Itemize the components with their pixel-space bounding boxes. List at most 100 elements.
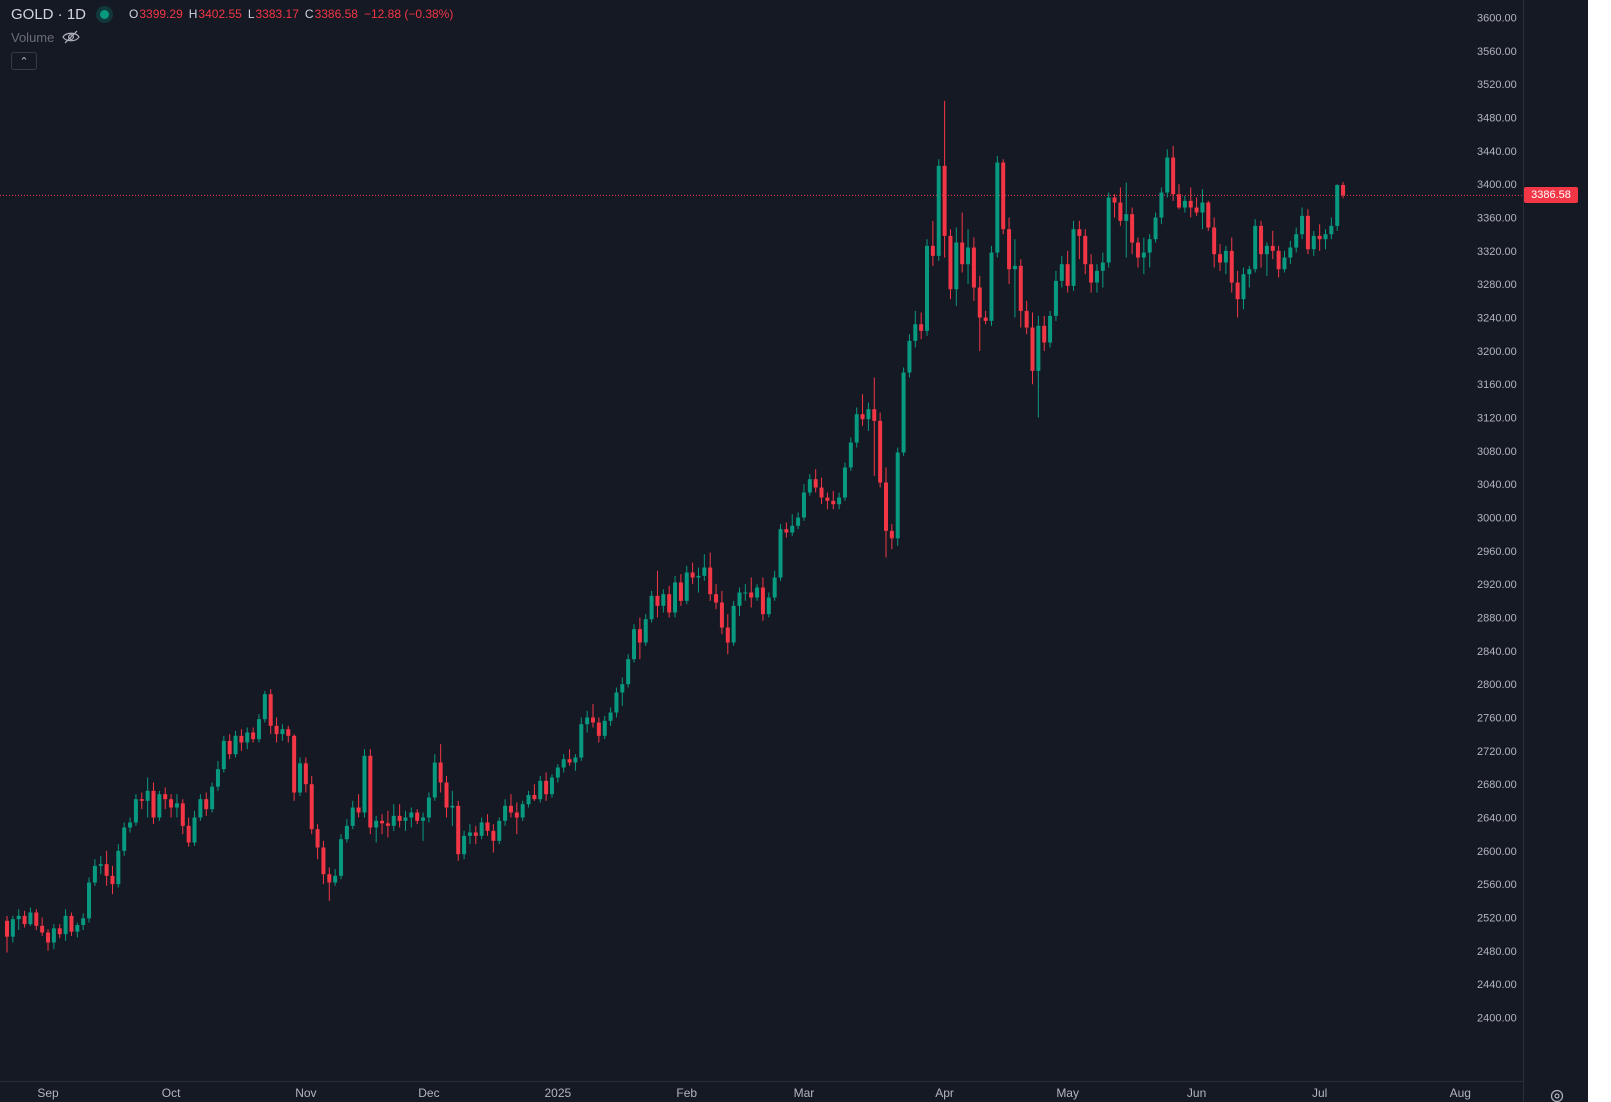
candle-body <box>186 825 191 843</box>
candle <box>303 757 308 793</box>
candle <box>690 562 695 585</box>
candle <box>10 915 15 943</box>
candle-body <box>145 790 150 801</box>
candle-body <box>1030 327 1035 371</box>
candle <box>848 437 853 471</box>
candle <box>1024 300 1029 335</box>
candle <box>532 784 537 801</box>
candle <box>538 775 543 803</box>
candle-body <box>1048 315 1053 343</box>
candle-body <box>28 912 33 925</box>
candle-body <box>350 807 355 826</box>
candle-body <box>1235 282 1240 300</box>
price-tick-label: 2520.00 <box>1477 913 1517 925</box>
price-tick-label: 3480.00 <box>1477 113 1517 125</box>
candle-body <box>831 500 836 505</box>
time-axis-ticks: Sep Oct Nov Dec 2025 Feb Mar Apr May Jun Jul Aug <box>37 1086 1471 1100</box>
candle <box>438 744 443 793</box>
candle-body <box>10 919 15 937</box>
candle <box>309 775 314 835</box>
high-label: H <box>188 7 198 21</box>
candle-body <box>163 794 168 800</box>
candle-body <box>1147 239 1152 253</box>
candle <box>702 554 707 581</box>
candle-body <box>16 915 21 920</box>
candle <box>1159 187 1164 225</box>
candle-body <box>561 759 566 768</box>
time-tick-label: Mar <box>794 1086 815 1100</box>
candle <box>450 790 455 826</box>
candle-body <box>403 817 408 821</box>
candle <box>157 790 162 821</box>
candle <box>655 570 660 618</box>
candle-body <box>98 864 103 866</box>
candles-group <box>5 100 1346 953</box>
candle-body <box>34 912 39 926</box>
candle-body <box>907 340 912 373</box>
candle <box>169 794 174 818</box>
symbol-title[interactable]: GOLD · 1D <box>11 5 87 23</box>
open-value: 3399.29 <box>139 7 183 21</box>
candle-body <box>128 822 133 828</box>
candle-body <box>385 823 390 826</box>
candle <box>1106 192 1111 268</box>
symbol-legend[interactable]: GOLD · 1D O 3399.29 H 3402.55 L 3383.17 C 33… <box>11 4 453 24</box>
candle <box>415 809 420 825</box>
candle <box>122 822 127 856</box>
candle <box>1141 237 1146 275</box>
candle-body <box>5 920 9 937</box>
candle <box>333 869 338 886</box>
candle-body <box>1341 185 1346 196</box>
candle <box>725 614 730 655</box>
candle-body <box>233 735 238 755</box>
price-tick-label: 2720.00 <box>1477 746 1517 758</box>
candle <box>1212 217 1217 268</box>
candle-body <box>1153 217 1158 240</box>
candle <box>872 377 877 476</box>
candle <box>262 690 267 723</box>
candle <box>145 777 150 818</box>
candle-body <box>884 482 888 531</box>
candle-body <box>409 812 414 818</box>
candle <box>948 229 953 300</box>
candle <box>649 590 654 623</box>
candle <box>1282 250 1287 273</box>
candle-body <box>555 767 560 778</box>
volume-indicator-legend[interactable]: Volume <box>11 28 81 46</box>
candle-body <box>1247 269 1252 275</box>
candle-body <box>116 850 121 885</box>
candle <box>860 394 865 426</box>
price-tick-label: 2480.00 <box>1477 946 1517 958</box>
chevron-up-icon: ⌃ <box>19 55 29 68</box>
candle <box>192 810 197 846</box>
candle <box>22 910 27 928</box>
candle-body <box>1212 227 1217 255</box>
candle-body <box>303 763 308 785</box>
candle <box>1206 200 1211 231</box>
candle <box>983 310 988 325</box>
candle <box>87 877 92 923</box>
candle-body <box>104 864 109 876</box>
candle <box>854 407 859 448</box>
candle <box>731 600 736 646</box>
settings-gear-icon[interactable] <box>1550 1089 1564 1102</box>
candle-body <box>432 762 437 798</box>
candle-body <box>327 874 332 883</box>
candle-body <box>22 915 27 925</box>
candle-body <box>1171 157 1176 195</box>
candle-body <box>760 587 765 615</box>
candle <box>5 915 9 953</box>
candle <box>292 734 297 801</box>
collapse-legend-button[interactable]: ⌃ <box>11 52 37 70</box>
candle <box>57 924 62 939</box>
candle-body <box>256 719 261 740</box>
candle <box>98 855 103 875</box>
candle <box>766 592 771 618</box>
eye-crossed-icon[interactable] <box>62 30 81 44</box>
candle-body <box>210 786 215 810</box>
candle-body <box>1288 247 1293 258</box>
candle <box>321 840 326 885</box>
candle <box>878 412 883 488</box>
candle <box>204 792 209 816</box>
